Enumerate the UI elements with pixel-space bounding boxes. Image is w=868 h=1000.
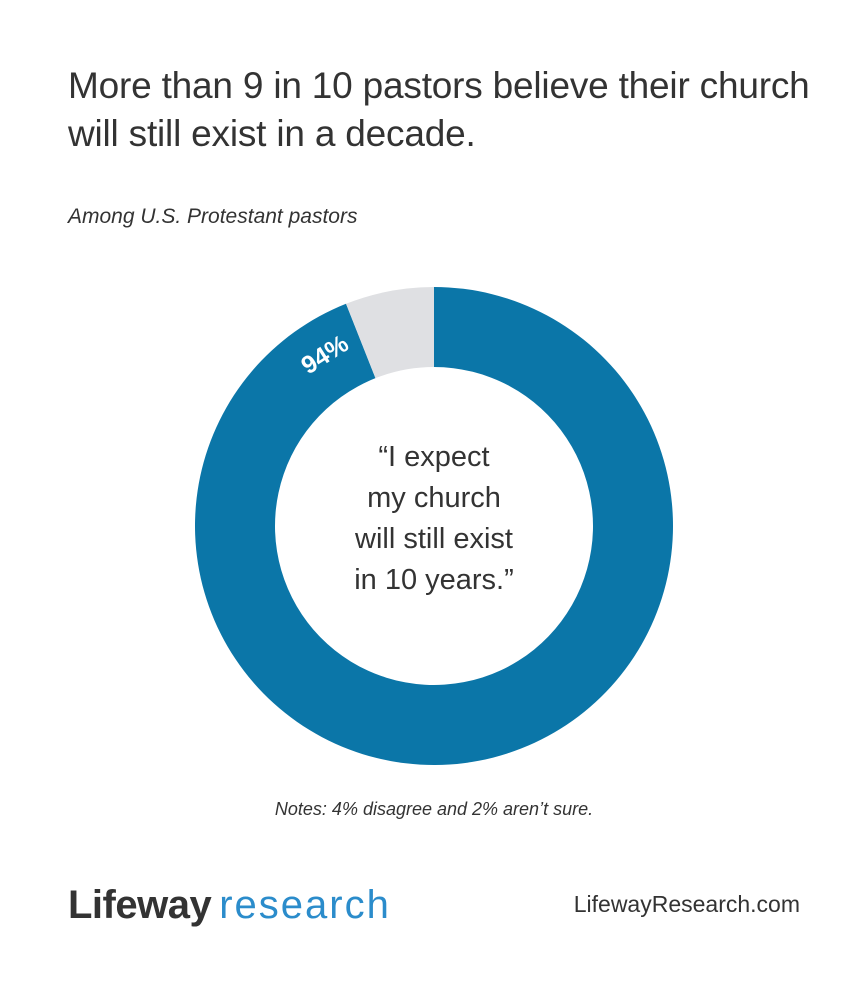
logo-research: research xyxy=(219,883,391,927)
center-quote: “I expect my church will still exist in … xyxy=(314,437,554,601)
quote-line: “I expect xyxy=(378,441,490,473)
website-link[interactable]: LifewayResearch.com xyxy=(573,891,800,917)
quote-line: will still exist xyxy=(355,523,513,555)
lifeway-research-logo: Lifeway research xyxy=(68,880,391,930)
donut-segment-agree xyxy=(195,287,673,765)
donut-segment-other xyxy=(346,287,434,379)
quote-line: my church xyxy=(367,482,501,514)
chart-notes: Notes: 4% disagree and 2% aren’t sure. xyxy=(274,799,594,819)
chart-subtitle: Among U.S. Protestant pastors xyxy=(68,205,358,228)
donut-segments xyxy=(195,287,673,765)
chart-title: More than 9 in 10 pastors believe their … xyxy=(68,65,810,154)
quote-line: in 10 years.” xyxy=(354,564,514,596)
logo-brand: Lifeway xyxy=(68,883,212,927)
